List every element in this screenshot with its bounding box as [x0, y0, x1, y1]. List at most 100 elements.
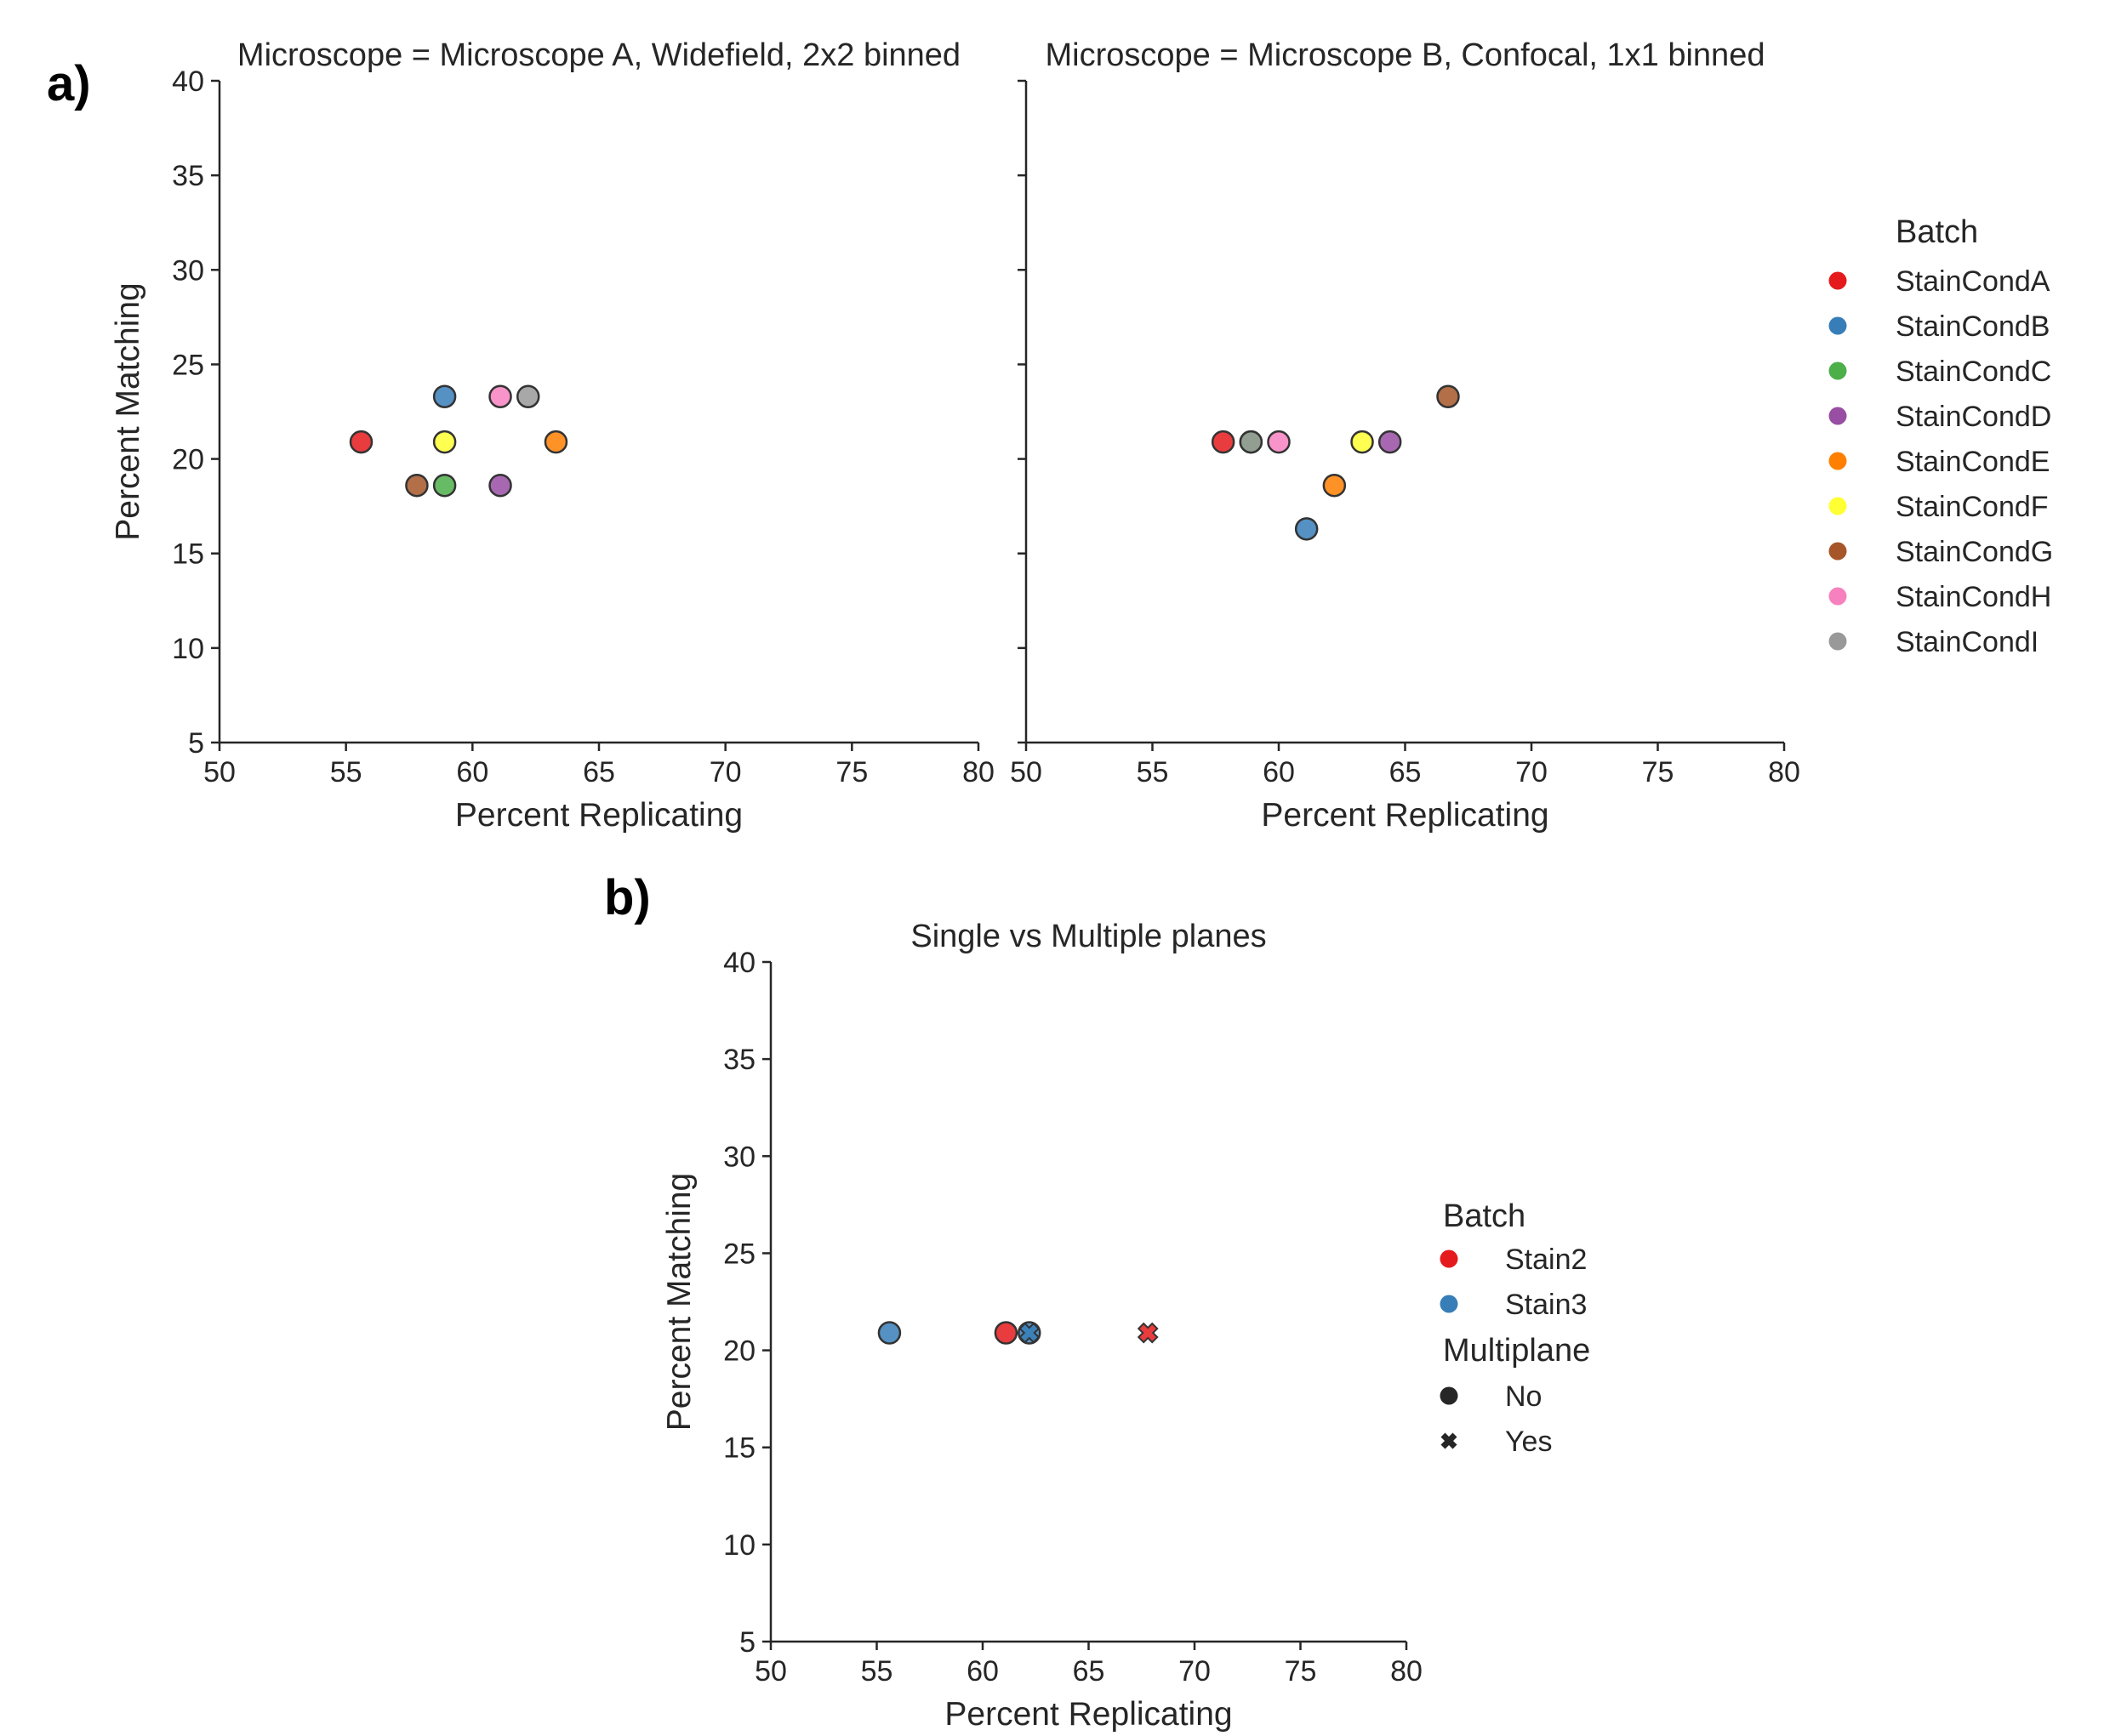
- legend-label-staincondf: StainCondF: [1896, 491, 2049, 523]
- x-tick-label: 80: [1768, 756, 1800, 788]
- x-axis-label: Percent Replicating: [455, 797, 743, 834]
- legend-label-stainconda: StainCondA: [1896, 265, 2050, 298]
- data-point-staincondg: [1436, 384, 1460, 408]
- legend-batch-a: Batch StainCondA StainCondB StainCondC Stain…: [1828, 214, 2053, 658]
- y-tick-label: 10: [172, 633, 204, 665]
- data-point-staincondc: [432, 473, 457, 498]
- x-tick-label: 70: [1515, 756, 1548, 788]
- scatter-plot-microscope-a: Microscope = Microscope A, Widefield, 2x…: [110, 37, 995, 834]
- legend-marker-staincondd: [1828, 407, 1847, 425]
- legend-marker-stain3: [1440, 1295, 1458, 1313]
- data-point-staincondd: [488, 473, 512, 498]
- x-tick-label: 50: [1010, 756, 1042, 788]
- scatter-plot-single-vs-multiple: Single vs Multiple planes 50 55 60 65 70 75 80 5…: [661, 919, 1423, 1733]
- data-point-stainconda: [349, 430, 374, 454]
- y-tick-label: 40: [723, 947, 756, 979]
- data-point-stain3: [1018, 1322, 1041, 1344]
- y-tick-label: 30: [723, 1141, 756, 1173]
- y-tick-label: 35: [723, 1044, 756, 1076]
- y-tick-label: 25: [172, 349, 204, 381]
- data-point-staincondb: [432, 384, 457, 408]
- data-point-staincondh: [1267, 430, 1291, 454]
- legend-marker-yes: [1440, 1432, 1457, 1449]
- y-tick-label: 5: [739, 1626, 756, 1659]
- x-tick-label: 60: [456, 756, 488, 788]
- x-tick-label: 75: [1285, 1655, 1317, 1688]
- x-tick-label: 50: [755, 1655, 787, 1688]
- legend-label-staincondi: StainCondI: [1896, 626, 2039, 658]
- y-axis-label: Percent Matching: [661, 1173, 698, 1431]
- legend-marker-stain2: [1440, 1249, 1458, 1268]
- y-axis-label: Percent Matching: [110, 282, 146, 541]
- x-tick-label: 55: [861, 1655, 893, 1688]
- y-tick-label: 20: [723, 1335, 756, 1368]
- panel-label-a: a): [47, 56, 91, 111]
- data-point-staincondd: [1377, 430, 1402, 454]
- data-point-staincondi: [1239, 430, 1263, 454]
- legend-marker-stainconde: [1828, 452, 1847, 470]
- chart-title: Microscope = Microscope A, Widefield, 2x…: [237, 37, 961, 73]
- data-point-stain2: [1137, 1322, 1159, 1344]
- data-point-stain3: [877, 1321, 902, 1345]
- x-tick-label: 55: [330, 756, 362, 788]
- data-point-staincondf: [432, 430, 457, 454]
- y-tick-label: 20: [172, 444, 204, 476]
- legend-label-staincondh: StainCondH: [1896, 581, 2051, 613]
- legend-label-no: No: [1505, 1380, 1542, 1413]
- legend-label-stain3: Stain3: [1505, 1289, 1587, 1321]
- legend-marker-stainconda: [1828, 271, 1847, 290]
- legend-batch-multiplane-b: Batch Stain2 Stain3 Multiplane No Yes: [1440, 1198, 1590, 1458]
- data-point-staincondf: [1350, 430, 1374, 454]
- data-point-staincondb: [1294, 517, 1319, 541]
- x-tick-label: 80: [962, 756, 995, 788]
- x-tick-label: 65: [1389, 756, 1422, 788]
- legend-label-staincondg: StainCondG: [1896, 536, 2053, 568]
- x-axis-label: Percent Replicating: [1261, 797, 1548, 834]
- data-point-stainconda: [1211, 430, 1235, 454]
- legend-title-multiplane: Multiplane: [1443, 1333, 1590, 1369]
- y-tick-label: 15: [172, 538, 204, 571]
- panel-label-b: b): [604, 870, 651, 925]
- y-tick-label: 5: [188, 727, 204, 760]
- legend-title: Batch: [1896, 214, 1978, 250]
- legend-marker-staincondf: [1828, 497, 1847, 515]
- chart-title: Microscope = Microscope B, Confocal, 1x1…: [1046, 37, 1765, 73]
- y-tick-label: 40: [172, 65, 204, 98]
- legend-marker-staincondi: [1828, 632, 1847, 651]
- x-tick-label: 75: [1642, 756, 1674, 788]
- legend-label-stainconde: StainCondE: [1896, 446, 2050, 478]
- x-tick-label: 50: [203, 756, 236, 788]
- x-tick-label: 60: [967, 1655, 999, 1688]
- data-point-stainconde: [1322, 473, 1347, 498]
- data-point-stain2: [994, 1321, 1018, 1345]
- legend-label-yes: Yes: [1505, 1426, 1552, 1458]
- x-axis-label: Percent Replicating: [944, 1696, 1232, 1733]
- data-point-staincondg: [405, 473, 429, 498]
- legend-marker-staincondc: [1828, 361, 1847, 380]
- x-tick-label: 70: [1178, 1655, 1211, 1688]
- x-tick-label: 70: [710, 756, 742, 788]
- legend-title-batch: Batch: [1443, 1198, 1525, 1234]
- scatter-plot-microscope-b: Microscope = Microscope B, Confocal, 1x1…: [1010, 37, 1800, 834]
- legend-marker-staincondb: [1828, 316, 1847, 335]
- legend-label-staincondb: StainCondB: [1896, 310, 2050, 343]
- legend-label-staincondc: StainCondC: [1896, 356, 2051, 388]
- data-point-staincondi: [516, 384, 540, 408]
- y-tick-label: 30: [172, 254, 204, 287]
- x-tick-label: 75: [835, 756, 868, 788]
- legend-label-staincondd: StainCondD: [1896, 401, 2051, 433]
- y-tick-label: 25: [723, 1238, 756, 1270]
- y-tick-label: 35: [172, 160, 204, 192]
- y-tick-label: 10: [723, 1529, 756, 1562]
- legend-label-stain2: Stain2: [1505, 1244, 1587, 1276]
- data-point-staincondh: [488, 384, 512, 408]
- x-tick-label: 65: [583, 756, 615, 788]
- data-point-stainconde: [544, 430, 568, 454]
- x-tick-label: 55: [1137, 756, 1169, 788]
- chart-title: Single vs Multiple planes: [910, 919, 1266, 954]
- x-tick-label: 80: [1390, 1655, 1423, 1688]
- y-tick-label: 15: [723, 1432, 756, 1465]
- x-tick-label: 60: [1263, 756, 1295, 788]
- legend-marker-staincondg: [1828, 542, 1847, 561]
